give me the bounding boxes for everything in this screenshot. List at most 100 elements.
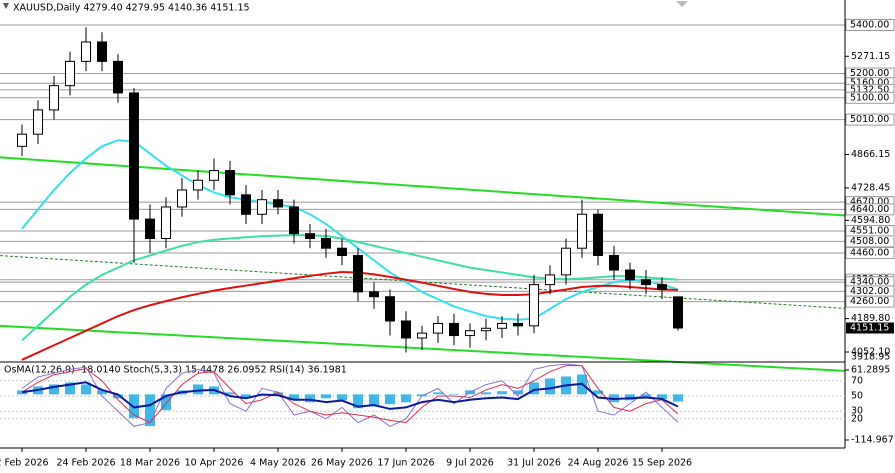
level-label: 5160.00 (850, 78, 889, 89)
level-label-box (845, 113, 895, 126)
y-tick-label: 4052.10 (851, 347, 890, 358)
candle-body (65, 60, 75, 87)
candle-body (401, 320, 411, 339)
level-label: 5010.00 (850, 114, 889, 125)
osma-bar (673, 394, 683, 402)
level-label-box (845, 247, 895, 260)
candle-body (305, 233, 315, 240)
chart-icon (3, 3, 9, 9)
level-label-box (845, 235, 895, 248)
candle-body (177, 189, 187, 208)
trendline (0, 156, 846, 217)
x-tick-label: 31 Jul 2026 (507, 458, 561, 469)
candle-body (353, 254, 363, 293)
candle-body (529, 284, 539, 327)
candle-body (369, 291, 379, 298)
level-label: 5100.00 (850, 92, 889, 103)
level-label: 4302.00 (850, 286, 889, 297)
level-label: 5200.00 (850, 68, 889, 79)
candle-body (337, 247, 347, 256)
level-label: 4640.00 (850, 204, 889, 215)
level-label-box (845, 203, 895, 216)
osma-bar (449, 394, 459, 395)
current-price-label: 4151.15 (850, 322, 889, 333)
level-label: 4260.00 (850, 296, 889, 307)
level-label-box (845, 18, 895, 31)
moving-average (21, 270, 679, 361)
y2-tick-label: 50 (851, 391, 863, 402)
x-tick-label: 2 Feb 2026 (0, 458, 49, 469)
candle-body (641, 279, 651, 286)
osma-bar (65, 382, 75, 395)
level-label: 4551.00 (850, 225, 889, 236)
candle-body (241, 194, 251, 215)
candle-body (625, 269, 635, 281)
candle-body (593, 213, 603, 256)
osma-bar (497, 391, 507, 395)
y2-tick-label: 61.2895 (851, 365, 890, 376)
oscillator-line (21, 365, 679, 424)
osma-bar (145, 394, 155, 427)
osma-bar (305, 394, 315, 403)
osma-bar (545, 378, 555, 395)
x-tick-label: 24 Feb 2026 (56, 458, 115, 469)
osma-bar (289, 394, 299, 401)
osma-bar (385, 394, 395, 405)
osma-bar (81, 384, 91, 395)
shift-marker (676, 1, 688, 7)
candle-body (513, 322, 523, 327)
candle-body (417, 332, 427, 339)
candle-body (209, 170, 219, 181)
candle-body (465, 330, 475, 337)
candle-body (561, 247, 571, 276)
y2-tick-label: 30 (851, 406, 863, 417)
osma-bar (337, 394, 347, 401)
osma-bar (17, 390, 27, 395)
candle-body (609, 254, 619, 271)
y-tick-label: 4189.80 (851, 313, 890, 324)
candle-body (193, 179, 203, 191)
x-tick-label: 26 May 2026 (311, 458, 373, 469)
level-label-box (845, 295, 895, 308)
osma-bar (369, 394, 379, 407)
osma-bar (97, 390, 107, 395)
candle-body (113, 60, 123, 94)
osma-bar (241, 394, 251, 399)
candle-body (673, 296, 683, 329)
osma-bar (193, 384, 203, 395)
chart-title: XAUUSD,Daily 4279.40 4279.95 4140.36 415… (13, 3, 250, 14)
candle-body (497, 322, 507, 329)
x-tick-label: 24 Aug 2026 (568, 458, 629, 469)
level-label: 5400.00 (850, 19, 889, 30)
level-label: 4340.00 (850, 277, 889, 288)
osma-bar (433, 392, 443, 395)
osma-bar (321, 394, 331, 399)
candle-body (129, 92, 139, 220)
osma-bar (161, 394, 171, 411)
candle-body (145, 218, 155, 240)
oscillator-line (21, 363, 679, 427)
osma-bar (417, 394, 427, 397)
candle-body (161, 206, 171, 240)
level-label: 4460.00 (850, 248, 889, 259)
candle-body (225, 170, 235, 196)
trendline (0, 255, 846, 309)
candle-body (481, 327, 491, 332)
y-tick-label: 4866.15 (851, 149, 890, 160)
candle-body (289, 206, 299, 235)
candle-body (657, 284, 667, 290)
candle-body (81, 41, 91, 62)
current-price-box (846, 322, 894, 334)
level-label-box (845, 91, 895, 104)
x-tick-label: 18 Mar 2026 (120, 458, 180, 469)
osma-bar (657, 394, 667, 400)
candle-body (433, 322, 443, 334)
x-tick-label: 10 Apr 2026 (185, 458, 244, 469)
level-label: 4670.00 (850, 197, 889, 208)
candle-body (449, 322, 459, 337)
osma-bar (113, 394, 123, 399)
x-tick-label: 15 Sep 2026 (632, 458, 692, 469)
candle-body (17, 133, 27, 147)
